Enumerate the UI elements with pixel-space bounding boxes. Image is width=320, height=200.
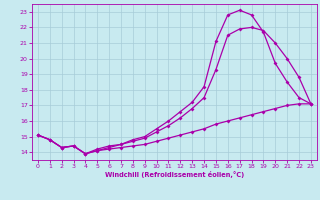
X-axis label: Windchill (Refroidissement éolien,°C): Windchill (Refroidissement éolien,°C): [105, 171, 244, 178]
